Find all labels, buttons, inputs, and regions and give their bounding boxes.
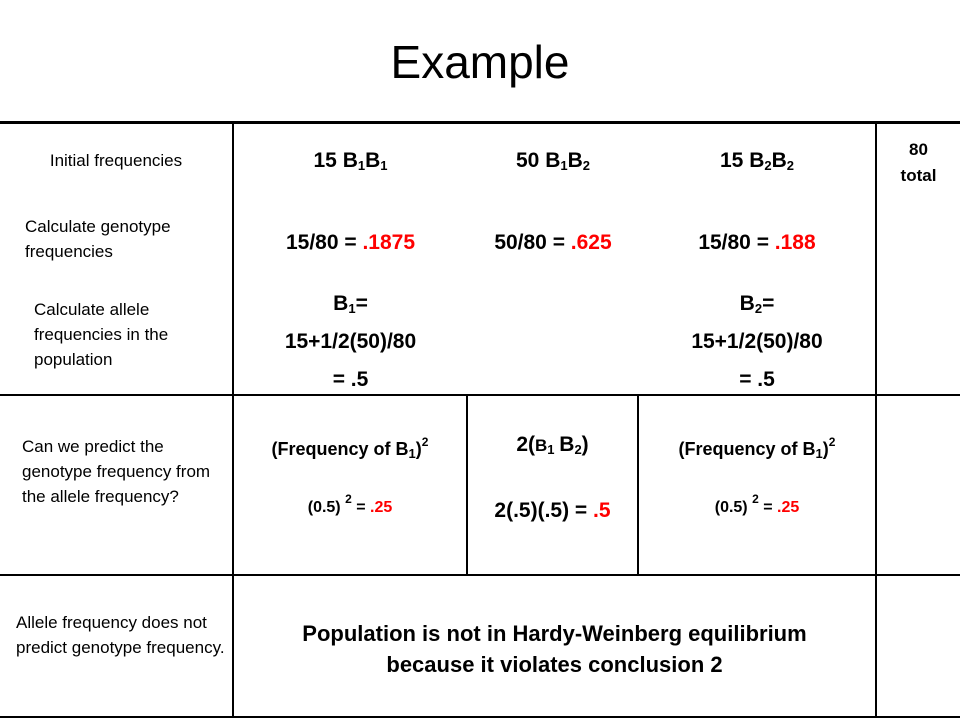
predict-right-eq: = (758, 499, 777, 516)
cell-b1b2-freq: 50/80 = .625 (468, 230, 638, 256)
b2-allele-result: = .5 (739, 368, 775, 391)
predict-right-calc: (0.5) (714, 499, 753, 516)
cell-predict-b2b2: (Frequency of B1)2 (0.5) 2 = .25 (678, 435, 836, 516)
predict-mid-calc: 2(.5)(.5) = (494, 499, 594, 522)
b2-allele-eq: = (762, 292, 775, 315)
allele-label-text: Calculate allele frequencies in the popu… (34, 300, 169, 369)
total-word: total (900, 166, 937, 185)
b2b2-count-text: 15 B (720, 149, 765, 172)
slide-title: Example (390, 36, 570, 88)
cell-predict-b1b2: 2(B1 B2) 2(.5)(.5) = .5 (494, 433, 611, 522)
b1b1-freq-value: .1875 (362, 231, 416, 254)
row-label-conclusion: Allele frequency does not predict genoty… (16, 610, 228, 660)
predict-mid-value: .5 (593, 499, 611, 522)
table-top-border (0, 121, 960, 124)
b1b1-count-text: 15 B (313, 149, 358, 172)
cell-b1-allele: B1= 15+1/2(50)/80 = .5 (234, 285, 467, 399)
b2-allele-head: B (739, 292, 755, 315)
col-divider-4 (875, 121, 877, 718)
col-divider-3 (637, 394, 639, 576)
predict-right-value: .25 (777, 499, 800, 516)
cell-total: 80 total (877, 137, 960, 189)
b2-allele-formula: 15+1/2(50)/80 (691, 330, 823, 353)
predict-right-head: (Frequency of B (678, 439, 816, 459)
b1-allele-formula: 15+1/2(50)/80 (284, 330, 417, 353)
predict-left-eq: = (351, 499, 370, 516)
total-number: 80 (909, 140, 928, 159)
b1b1-freq-expr: 15/80 = (285, 231, 363, 254)
table-bottom-border (0, 716, 960, 718)
predict-left-head: (Frequency of B (271, 439, 409, 459)
predict-left-calc: (0.5) (307, 499, 346, 516)
b1b2-count-text: 50 B (516, 149, 561, 172)
row-label-genotype: Calculate genotype frequencies (25, 214, 225, 264)
row-label-allele: Calculate allele frequencies in the popu… (34, 297, 224, 372)
row-label-predict: Can we predict the genotype frequency fr… (22, 434, 227, 509)
cell-predict-b1b1: (Frequency of B1)2 (0.5) 2 = .25 (271, 435, 429, 516)
b1b2-freq-expr: 50/80 = (494, 231, 571, 254)
conclusion-line-1: Population is not in Hardy-Weinberg equi… (302, 621, 807, 646)
row-divider-predict (0, 394, 960, 396)
b1b2-freq-value: .625 (570, 231, 612, 254)
cell-b1b2-count: 50 B1B2 (516, 149, 590, 173)
predict-label-text: Can we predict the genotype frequency fr… (22, 437, 211, 506)
cell-conclusion: Population is not in Hardy-Weinberg equi… (234, 618, 875, 680)
b1-allele-eq: = (355, 292, 368, 315)
col-divider-2 (466, 394, 468, 576)
cell-b2-allele: B2= 15+1/2(50)/80 = .5 (639, 285, 875, 399)
predict-left-value: .25 (370, 499, 393, 516)
conclusion-label-text: Allele frequency does not predict genoty… (16, 613, 225, 657)
conclusion-line-2: because it violates conclusion 2 (386, 652, 723, 677)
b1-allele-head: B (333, 292, 349, 315)
b1-allele-result: = .5 (332, 368, 369, 391)
cell-b2b2-freq: 15/80 = .188 (639, 230, 875, 256)
initial-label-text: Initial frequencies (49, 151, 183, 170)
cell-b1b1-count: 15 B1B1 (313, 149, 388, 173)
b2b2-freq-value: .188 (774, 231, 816, 254)
cell-b1b1-freq: 15/80 = .1875 (234, 230, 467, 256)
cell-b2b2-count: 15 B2B2 (720, 149, 794, 173)
row-divider-conclusion (0, 574, 960, 576)
predict-mid-head: 2( (516, 433, 536, 456)
b2b2-freq-expr: 15/80 = (698, 231, 775, 254)
genotype-label-text: Calculate genotype frequencies (25, 217, 171, 261)
row-label-initial: Initial frequencies (0, 148, 232, 173)
col-divider-1 (232, 121, 234, 718)
